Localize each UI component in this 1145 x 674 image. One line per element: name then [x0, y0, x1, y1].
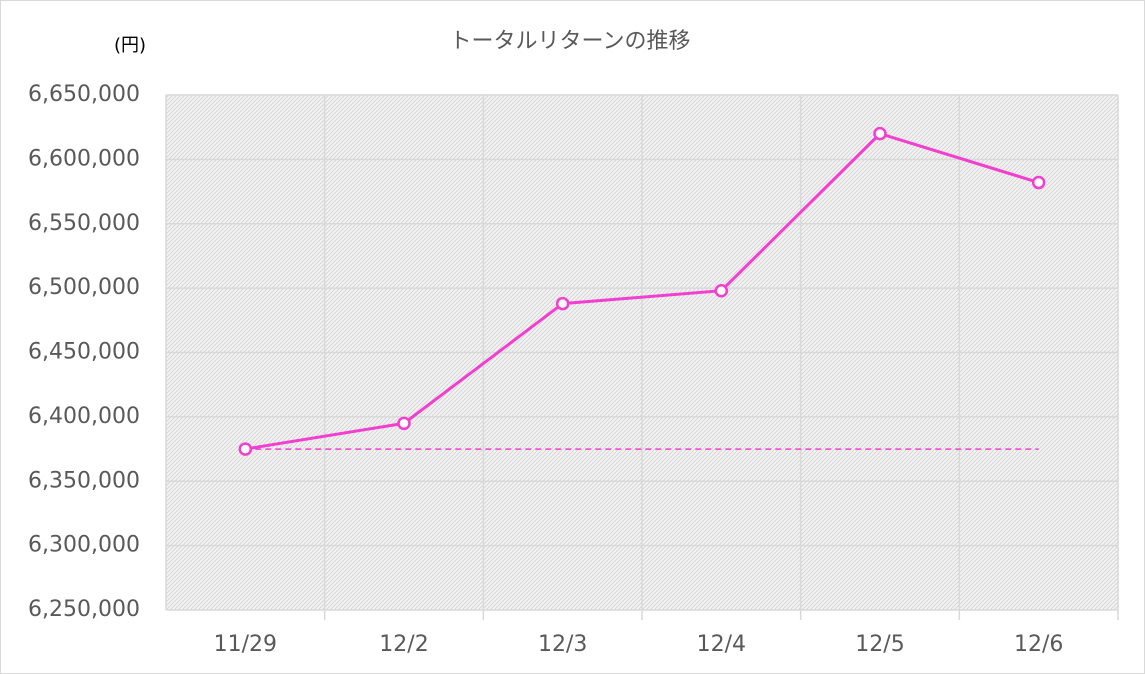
y-axis-label: (円): [114, 35, 146, 56]
x-tick-label: 11/29: [214, 632, 277, 657]
x-tick-label: 12/6: [1014, 632, 1063, 657]
y-tick-label: 6,300,000: [28, 533, 140, 558]
y-tick-label: 6,450,000: [28, 340, 140, 365]
x-tick-label: 12/2: [379, 632, 428, 657]
data-point: [397, 416, 411, 431]
data-point: [238, 442, 253, 456]
data-point: [1031, 175, 1046, 190]
data-point: [714, 283, 729, 298]
data-point: [873, 126, 887, 141]
y-tick-label: 6,350,000: [28, 468, 140, 493]
chart-title: トータルリターンの推移: [450, 29, 691, 54]
x-tick-label: 12/4: [697, 632, 746, 657]
series-line: [245, 131, 1040, 451]
y-tick-label: 6,500,000: [28, 275, 140, 300]
x-tick-label: 12/3: [538, 632, 587, 657]
y-tick-label: 6,600,000: [28, 146, 140, 171]
data-point: [555, 296, 570, 311]
y-tick-label: 6,400,000: [28, 404, 140, 429]
y-tick-label: 6,250,000: [28, 597, 140, 622]
y-tick-label: 6,550,000: [28, 211, 140, 236]
y-tick-label: 6,650,000: [28, 82, 140, 107]
x-tick-label: 12/5: [855, 632, 904, 657]
